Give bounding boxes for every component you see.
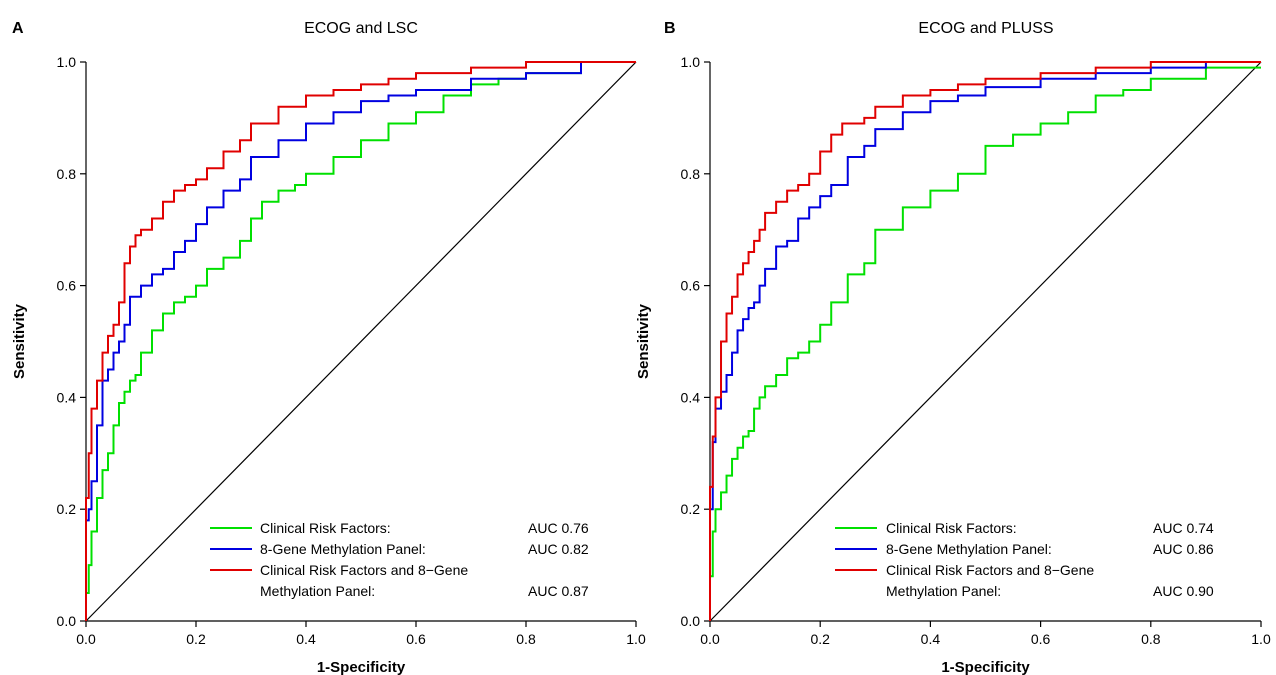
y-tick-label: 0.8 bbox=[681, 166, 701, 182]
legend-entry-auc: AUC 0.82 bbox=[528, 541, 589, 557]
roc-curve-series-2 bbox=[85, 61, 636, 621]
x-tick-label: 0.0 bbox=[700, 631, 720, 647]
legend-entry-label: Clinical Risk Factors: bbox=[260, 520, 391, 536]
legend-entry-label: 8-Gene Methylation Panel: bbox=[260, 541, 426, 557]
x-tick-label: 1.0 bbox=[626, 631, 646, 647]
x-tick-label: 0.8 bbox=[1141, 631, 1161, 647]
roc-curve-series-1 bbox=[85, 61, 636, 621]
roc-curve-series-2 bbox=[709, 61, 1261, 621]
y-tick-label: 0.2 bbox=[681, 501, 701, 517]
legend-entry-auc: AUC 0.74 bbox=[1153, 520, 1214, 536]
chart-title: ECOG and LSC bbox=[304, 20, 418, 37]
y-tick-label: 0.6 bbox=[681, 278, 701, 294]
roc-curve-series-3 bbox=[709, 61, 1261, 621]
x-tick-label: 0.4 bbox=[921, 631, 941, 647]
legend-entry-auc: AUC 0.90 bbox=[1153, 583, 1214, 599]
legend: Clinical Risk Factors: AUC 0.76 8-Gene Met… bbox=[210, 520, 589, 599]
roc-curve-series-3 bbox=[85, 61, 636, 621]
x-tick-label: 0.2 bbox=[186, 631, 206, 647]
y-axis-label: Sensitivity bbox=[635, 303, 652, 379]
legend-entry-auc: AUC 0.87 bbox=[528, 583, 589, 599]
y-tick-label: 0.0 bbox=[681, 613, 701, 629]
y-tick-label: 1.0 bbox=[681, 54, 701, 70]
reference-diagonal bbox=[85, 61, 637, 622]
x-tick-label: 0.6 bbox=[1031, 631, 1051, 647]
x-axis-label: 1-Specificity bbox=[941, 659, 1030, 675]
legend-entry-label: Clinical Risk Factors and 8−Gene Methylat… bbox=[260, 562, 468, 599]
x-tick-label: 1.0 bbox=[1251, 631, 1271, 647]
x-tick-label: 0.2 bbox=[810, 631, 830, 647]
panel-letter: B bbox=[664, 20, 676, 37]
y-axis-label: Sensitivity bbox=[11, 303, 28, 379]
legend-entry-label: Clinical Risk Factors and 8−Gene Methylat… bbox=[886, 562, 1094, 599]
legend-entry-auc: AUC 0.76 bbox=[528, 520, 589, 536]
x-axis-label: 1-Specificity bbox=[317, 659, 406, 675]
roc-panel-a: A ECOG and LSC 0.0 0.2 0.4 0.6 0.8 1.0 0.0 0.2 0.4… bbox=[11, 20, 646, 675]
legend-entry-label: 8-Gene Methylation Panel: bbox=[886, 541, 1052, 557]
y-tick-label: 0.8 bbox=[57, 166, 77, 182]
panel-letter: A bbox=[12, 20, 24, 37]
x-tick-label: 0.0 bbox=[76, 631, 96, 647]
chart-title: ECOG and PLUSS bbox=[918, 20, 1053, 37]
y-tick-label: 0.4 bbox=[57, 389, 77, 405]
y-tick-label: 0.0 bbox=[57, 613, 77, 629]
y-tick-label: 0.2 bbox=[57, 501, 77, 517]
y-tick-label: 1.0 bbox=[57, 54, 77, 70]
x-tick-label: 0.6 bbox=[406, 631, 426, 647]
legend-entry-auc: AUC 0.86 bbox=[1153, 541, 1214, 557]
roc-curve-series-1 bbox=[709, 66, 1261, 621]
roc-panel-b: B ECOG and PLUSS 0.0 0.2 0.4 0.6 0.8 1.0 0.0 0.2 0… bbox=[635, 20, 1271, 675]
y-tick-label: 0.6 bbox=[57, 278, 77, 294]
x-tick-label: 0.8 bbox=[516, 631, 536, 647]
legend-entry-label: Clinical Risk Factors: bbox=[886, 520, 1017, 536]
legend: Clinical Risk Factors: AUC 0.74 8-Gene Met… bbox=[835, 520, 1214, 599]
x-tick-label: 0.4 bbox=[296, 631, 316, 647]
reference-diagonal bbox=[709, 61, 1262, 622]
y-tick-label: 0.4 bbox=[681, 389, 701, 405]
